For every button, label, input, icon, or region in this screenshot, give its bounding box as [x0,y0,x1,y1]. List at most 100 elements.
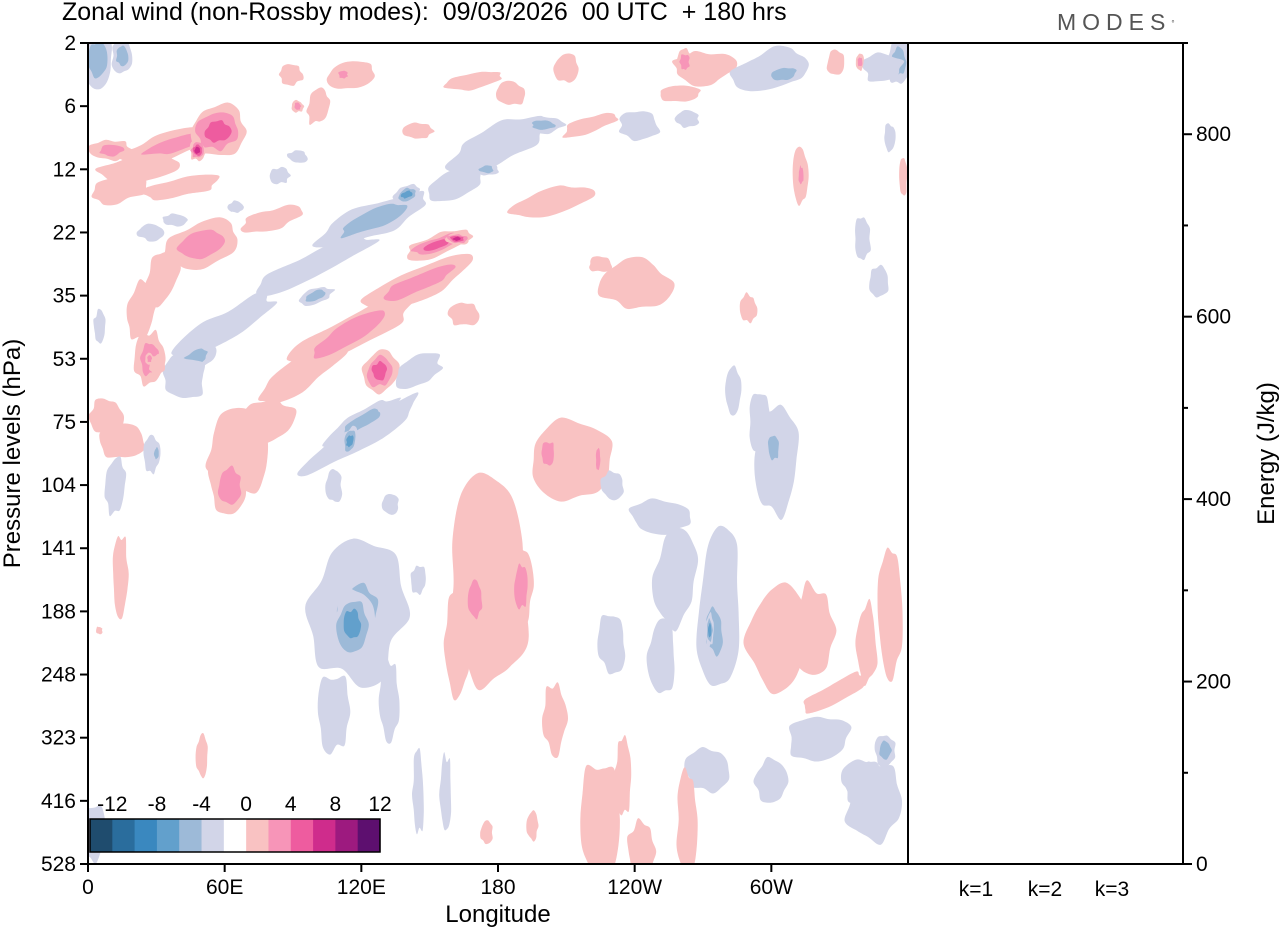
positive-contour [338,70,349,79]
y-tick-label: 141 [41,537,76,560]
energy-bar [954,863,998,865]
negative-contour [412,747,424,835]
negative-contour [684,746,730,794]
positive-contour [217,465,242,505]
negative-contour [410,565,426,595]
colorbar-swatch [179,819,203,852]
positive-contour [443,586,470,701]
positive-contour [99,144,125,157]
positive-contour [423,239,452,251]
colorbar-swatch [223,819,247,852]
energy-category-label: k=3 [1095,878,1129,901]
positive-contour [447,472,529,691]
negative-contour [162,213,188,227]
positive-contour [589,256,613,272]
positive-contour [306,87,331,125]
positive-contour [480,820,493,845]
positive-contour [371,360,388,381]
negative-contour [346,435,354,448]
negative-contour [789,716,852,762]
negative-contour [227,200,244,213]
colorbar-swatch [134,819,158,852]
negative-contour [879,740,892,760]
energy-bar [1023,863,1067,865]
positive-contour [676,767,698,864]
x-tick-label: 120E [337,876,386,899]
positive-contour [798,165,804,185]
negative-contour [400,190,413,199]
positive-contour [294,102,302,110]
y-tick-label: 75 [53,411,76,434]
positive-contour [240,204,303,233]
positive-contour [447,302,480,326]
energy-tick-label: 600 [1196,306,1231,329]
y-tick-label: 22 [53,221,76,244]
positive-contour [826,49,845,75]
colorbar-swatch [313,819,336,852]
x-tick-label: 60W [750,876,793,899]
negative-contour [478,165,494,174]
negative-contour [381,493,399,515]
colorbar-label: 8 [330,793,342,816]
positive-contour [137,174,220,201]
y-tick-label: 188 [41,600,76,623]
positive-contour [514,563,528,610]
negative-contour [104,456,127,517]
negative-contour [840,759,886,804]
negative-contour [88,43,108,79]
negative-contour [445,115,544,174]
y-tick-label: 12 [53,158,76,181]
energy-frame [907,42,1184,865]
negative-contour [725,365,742,416]
positive-contour [147,355,153,363]
energy-tick-label: 400 [1196,488,1231,511]
negative-contour [600,470,624,501]
negative-contour [771,67,797,81]
positive-contour [495,80,526,105]
positive-contour [443,71,502,91]
positive-contour [613,734,632,816]
colorbar-label: -12 [97,793,127,816]
colorbar-swatch [201,819,225,852]
y-tick-label: 53 [53,348,76,371]
positive-contour [739,292,758,324]
positive-contour [194,146,201,154]
negative-contour [749,393,771,452]
x-tick-label: 120W [607,876,662,899]
negative-contour [317,675,351,755]
colorbar-swatch [290,819,314,852]
y-axis-label: Pressure levels (hPa) [0,339,26,568]
negative-contour [597,614,626,675]
x-tick-label: 60E [206,876,243,899]
positive-contour [238,397,297,445]
negative-contour [753,756,789,803]
positive-contour [580,764,620,864]
colorbar-swatch [90,819,113,852]
energy-category-label: k=1 [959,878,993,901]
positive-contour [877,547,903,682]
colorbar-swatch [268,819,292,852]
positive-contour [660,85,701,102]
negative-contour [861,52,905,82]
colorbar-swatch [335,819,359,852]
colorbar-swatch [112,819,136,852]
x-tick-label: 0 [82,876,94,899]
negative-contour [340,203,408,239]
y-tick-label: 104 [41,474,76,497]
positive-contour [855,598,878,687]
negative-contour [343,608,362,639]
positive-contour [787,580,837,675]
positive-contour [278,64,304,86]
contour-field [88,43,908,864]
positive-contour [141,133,206,155]
negative-contour [628,498,691,535]
energy-axis-label: Energy (J/kg) [1253,382,1280,525]
positive-contour [899,158,908,196]
positive-contour [452,236,461,241]
y-tick-label: 2 [64,32,76,55]
colorbar-label: 4 [285,793,297,816]
y-tick-label: 248 [41,664,76,687]
negative-contour [395,353,444,389]
negative-contour [136,223,165,242]
positive-contour [597,256,675,310]
